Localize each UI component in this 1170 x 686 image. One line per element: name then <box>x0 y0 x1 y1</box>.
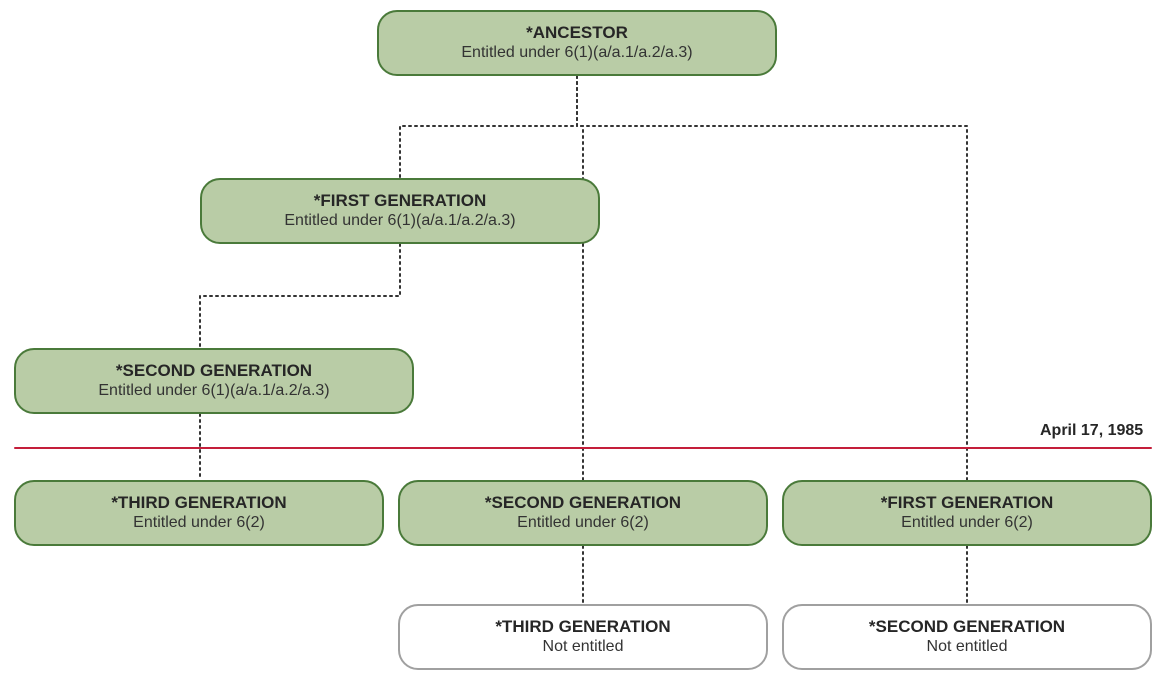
date-divider-line <box>14 447 1152 449</box>
date-divider-label: April 17, 1985 <box>1040 422 1143 440</box>
node-second-generation-bottom: *SECOND GENERATION Not entitled <box>782 604 1152 670</box>
node-subtitle: Entitled under 6(1)(a/a.1/a.2/a.3) <box>34 381 394 401</box>
diagram-canvas: *ANCESTOR Entitled under 6(1)(a/a.1/a.2/… <box>0 0 1170 686</box>
node-first-generation-top: *FIRST GENERATION Entitled under 6(1)(a/… <box>200 178 600 244</box>
connector-layer <box>0 0 1170 686</box>
node-subtitle: Not entitled <box>802 637 1132 657</box>
node-subtitle: Entitled under 6(1)(a/a.1/a.2/a.3) <box>220 211 580 231</box>
node-title: *ANCESTOR <box>397 22 757 43</box>
node-third-generation-bottom: *THIRD GENERATION Not entitled <box>398 604 768 670</box>
node-title: *FIRST GENERATION <box>802 492 1132 513</box>
node-subtitle: Not entitled <box>418 637 748 657</box>
node-title: *THIRD GENERATION <box>34 492 364 513</box>
node-first-generation-below: *FIRST GENERATION Entitled under 6(2) <box>782 480 1152 546</box>
node-title: *FIRST GENERATION <box>220 190 580 211</box>
node-title: *SECOND GENERATION <box>418 492 748 513</box>
node-title: *SECOND GENERATION <box>34 360 394 381</box>
node-subtitle: Entitled under 6(2) <box>34 513 364 533</box>
node-subtitle: Entitled under 6(2) <box>418 513 748 533</box>
node-subtitle: Entitled under 6(1)(a/a.1/a.2/a.3) <box>397 43 757 63</box>
node-ancestor: *ANCESTOR Entitled under 6(1)(a/a.1/a.2/… <box>377 10 777 76</box>
node-second-generation-top: *SECOND GENERATION Entitled under 6(1)(a… <box>14 348 414 414</box>
node-title: *SECOND GENERATION <box>802 616 1132 637</box>
node-title: *THIRD GENERATION <box>418 616 748 637</box>
node-second-generation-below: *SECOND GENERATION Entitled under 6(2) <box>398 480 768 546</box>
node-subtitle: Entitled under 6(2) <box>802 513 1132 533</box>
node-third-generation-below: *THIRD GENERATION Entitled under 6(2) <box>14 480 384 546</box>
